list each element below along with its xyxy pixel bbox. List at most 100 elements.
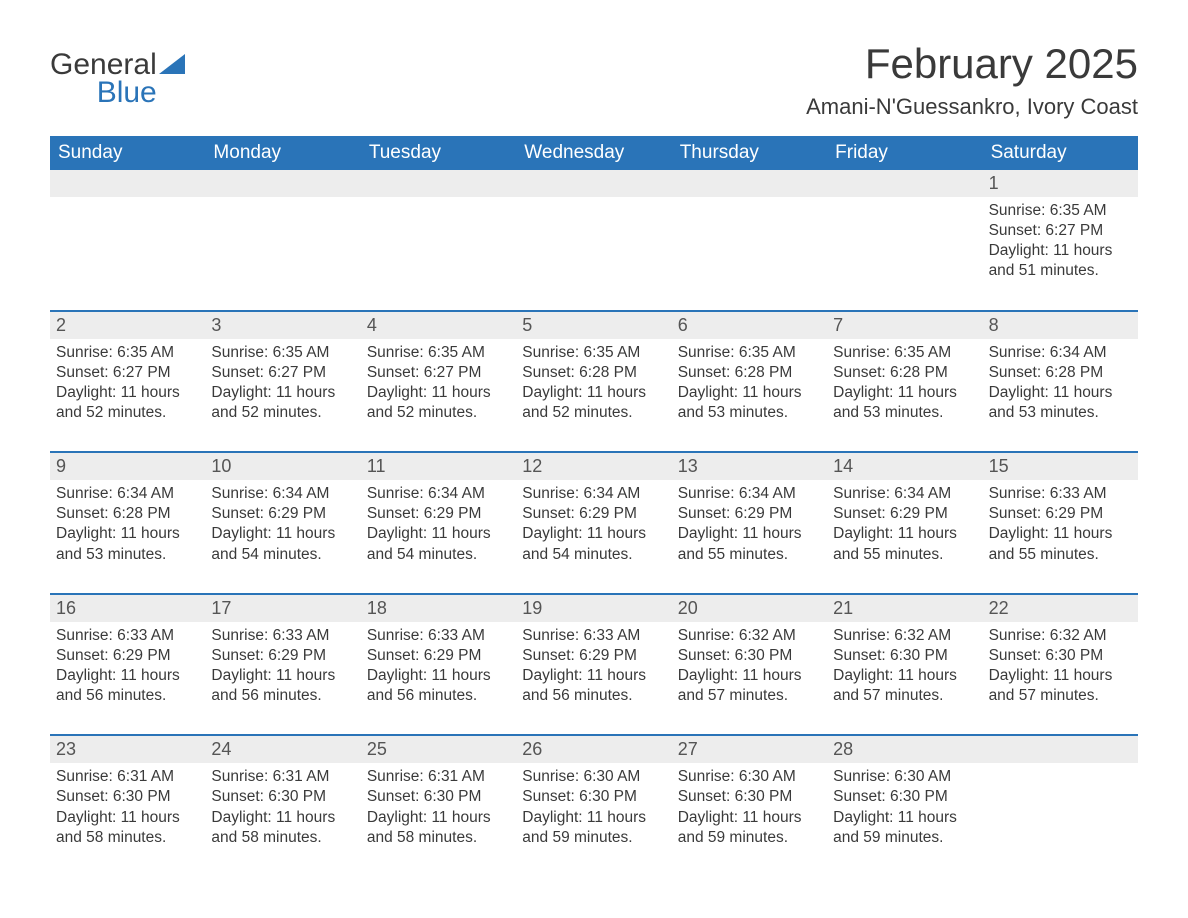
- day-number: 5: [516, 312, 671, 339]
- sunrise-line: Sunrise: 6:35 AM: [833, 343, 976, 363]
- day-number: 26: [516, 736, 671, 763]
- day-number: 1: [983, 170, 1138, 197]
- day-cell: Sunrise: 6:33 AMSunset: 6:29 PMDaylight:…: [205, 622, 360, 713]
- sunset-line: Sunset: 6:29 PM: [56, 646, 199, 666]
- sunrise-line: Sunrise: 6:32 AM: [678, 626, 821, 646]
- sunset-line: Sunset: 6:29 PM: [522, 504, 665, 524]
- day-cell: Sunrise: 6:30 AMSunset: 6:30 PMDaylight:…: [516, 763, 671, 854]
- day-number: 8: [983, 312, 1138, 339]
- weekday-header: Thursday: [672, 136, 827, 170]
- sunrise-line: Sunrise: 6:33 AM: [367, 626, 510, 646]
- day-number: 12: [516, 453, 671, 480]
- sunset-line: Sunset: 6:30 PM: [367, 787, 510, 807]
- day-cell: [361, 197, 516, 288]
- sunrise-line: Sunrise: 6:32 AM: [833, 626, 976, 646]
- day-number: 19: [516, 595, 671, 622]
- day-number: 13: [672, 453, 827, 480]
- daylight-line: Daylight: 11 hours and 56 minutes.: [367, 666, 510, 706]
- day-number: 25: [361, 736, 516, 763]
- sunset-line: Sunset: 6:28 PM: [678, 363, 821, 383]
- daylight-line: Daylight: 11 hours and 57 minutes.: [833, 666, 976, 706]
- day-cell: Sunrise: 6:34 AMSunset: 6:29 PMDaylight:…: [827, 480, 982, 571]
- day-number: 17: [205, 595, 360, 622]
- title-block: February 2025 Amani-N'Guessankro, Ivory …: [806, 40, 1138, 120]
- day-number: [983, 736, 1138, 763]
- calendar-week: 2345678Sunrise: 6:35 AMSunset: 6:27 PMDa…: [50, 310, 1138, 430]
- sunrise-line: Sunrise: 6:31 AM: [56, 767, 199, 787]
- sunset-line: Sunset: 6:30 PM: [56, 787, 199, 807]
- daylight-line: Daylight: 11 hours and 51 minutes.: [989, 241, 1132, 281]
- day-number: 23: [50, 736, 205, 763]
- day-number: 7: [827, 312, 982, 339]
- daylight-line: Daylight: 11 hours and 56 minutes.: [211, 666, 354, 706]
- day-number: 28: [827, 736, 982, 763]
- day-number: 14: [827, 453, 982, 480]
- sunset-line: Sunset: 6:30 PM: [522, 787, 665, 807]
- day-cell: Sunrise: 6:31 AMSunset: 6:30 PMDaylight:…: [361, 763, 516, 854]
- day-cell: Sunrise: 6:35 AMSunset: 6:27 PMDaylight:…: [983, 197, 1138, 288]
- day-number: 22: [983, 595, 1138, 622]
- sunset-line: Sunset: 6:30 PM: [678, 787, 821, 807]
- day-body-row: Sunrise: 6:35 AMSunset: 6:27 PMDaylight:…: [50, 197, 1138, 288]
- daylight-line: Daylight: 11 hours and 52 minutes.: [522, 383, 665, 423]
- day-cell: Sunrise: 6:31 AMSunset: 6:30 PMDaylight:…: [50, 763, 205, 854]
- sunset-line: Sunset: 6:30 PM: [211, 787, 354, 807]
- sunrise-line: Sunrise: 6:35 AM: [678, 343, 821, 363]
- sunrise-line: Sunrise: 6:34 AM: [367, 484, 510, 504]
- daylight-line: Daylight: 11 hours and 54 minutes.: [211, 524, 354, 564]
- day-number: [516, 170, 671, 197]
- day-cell: Sunrise: 6:33 AMSunset: 6:29 PMDaylight:…: [983, 480, 1138, 571]
- sunrise-line: Sunrise: 6:32 AM: [989, 626, 1132, 646]
- day-number: 11: [361, 453, 516, 480]
- daylight-line: Daylight: 11 hours and 53 minutes.: [678, 383, 821, 423]
- daylight-line: Daylight: 11 hours and 56 minutes.: [522, 666, 665, 706]
- sunrise-line: Sunrise: 6:34 AM: [211, 484, 354, 504]
- day-cell: [516, 197, 671, 288]
- day-cell: Sunrise: 6:33 AMSunset: 6:29 PMDaylight:…: [50, 622, 205, 713]
- sunset-line: Sunset: 6:28 PM: [56, 504, 199, 524]
- daylight-line: Daylight: 11 hours and 55 minutes.: [678, 524, 821, 564]
- daylight-line: Daylight: 11 hours and 58 minutes.: [211, 808, 354, 848]
- day-number: 16: [50, 595, 205, 622]
- page-header: General Blue February 2025 Amani-N'Guess…: [50, 40, 1138, 120]
- day-body-row: Sunrise: 6:35 AMSunset: 6:27 PMDaylight:…: [50, 339, 1138, 430]
- daylight-line: Daylight: 11 hours and 52 minutes.: [367, 383, 510, 423]
- day-cell: Sunrise: 6:30 AMSunset: 6:30 PMDaylight:…: [827, 763, 982, 854]
- day-body-row: Sunrise: 6:34 AMSunset: 6:28 PMDaylight:…: [50, 480, 1138, 571]
- weekday-header: Saturday: [983, 136, 1138, 170]
- calendar-week: 9101112131415Sunrise: 6:34 AMSunset: 6:2…: [50, 451, 1138, 571]
- daylight-line: Daylight: 11 hours and 54 minutes.: [367, 524, 510, 564]
- day-number: 21: [827, 595, 982, 622]
- sunset-line: Sunset: 6:28 PM: [989, 363, 1132, 383]
- sunrise-line: Sunrise: 6:31 AM: [211, 767, 354, 787]
- daylight-line: Daylight: 11 hours and 55 minutes.: [833, 524, 976, 564]
- daylight-line: Daylight: 11 hours and 54 minutes.: [522, 524, 665, 564]
- sunset-line: Sunset: 6:30 PM: [989, 646, 1132, 666]
- day-cell: Sunrise: 6:32 AMSunset: 6:30 PMDaylight:…: [827, 622, 982, 713]
- location-subtitle: Amani-N'Guessankro, Ivory Coast: [806, 94, 1138, 120]
- daylight-line: Daylight: 11 hours and 58 minutes.: [56, 808, 199, 848]
- sunset-line: Sunset: 6:27 PM: [367, 363, 510, 383]
- daylight-line: Daylight: 11 hours and 53 minutes.: [56, 524, 199, 564]
- day-number-row: 2345678: [50, 312, 1138, 339]
- sunset-line: Sunset: 6:27 PM: [211, 363, 354, 383]
- weekday-header: Friday: [827, 136, 982, 170]
- day-cell: Sunrise: 6:33 AMSunset: 6:29 PMDaylight:…: [361, 622, 516, 713]
- sunrise-line: Sunrise: 6:35 AM: [367, 343, 510, 363]
- sunset-line: Sunset: 6:29 PM: [211, 504, 354, 524]
- day-number-row: 1: [50, 170, 1138, 197]
- day-number: 4: [361, 312, 516, 339]
- sunset-line: Sunset: 6:29 PM: [211, 646, 354, 666]
- day-cell: Sunrise: 6:35 AMSunset: 6:28 PMDaylight:…: [672, 339, 827, 430]
- day-cell: [50, 197, 205, 288]
- day-cell: Sunrise: 6:32 AMSunset: 6:30 PMDaylight:…: [983, 622, 1138, 713]
- daylight-line: Daylight: 11 hours and 57 minutes.: [678, 666, 821, 706]
- weekday-header-row: SundayMondayTuesdayWednesdayThursdayFrid…: [50, 136, 1138, 170]
- brand-triangle-icon: [159, 54, 185, 74]
- day-number: 15: [983, 453, 1138, 480]
- sunset-line: Sunset: 6:28 PM: [522, 363, 665, 383]
- day-number: [205, 170, 360, 197]
- sunrise-line: Sunrise: 6:35 AM: [989, 201, 1132, 221]
- daylight-line: Daylight: 11 hours and 53 minutes.: [833, 383, 976, 423]
- daylight-line: Daylight: 11 hours and 52 minutes.: [56, 383, 199, 423]
